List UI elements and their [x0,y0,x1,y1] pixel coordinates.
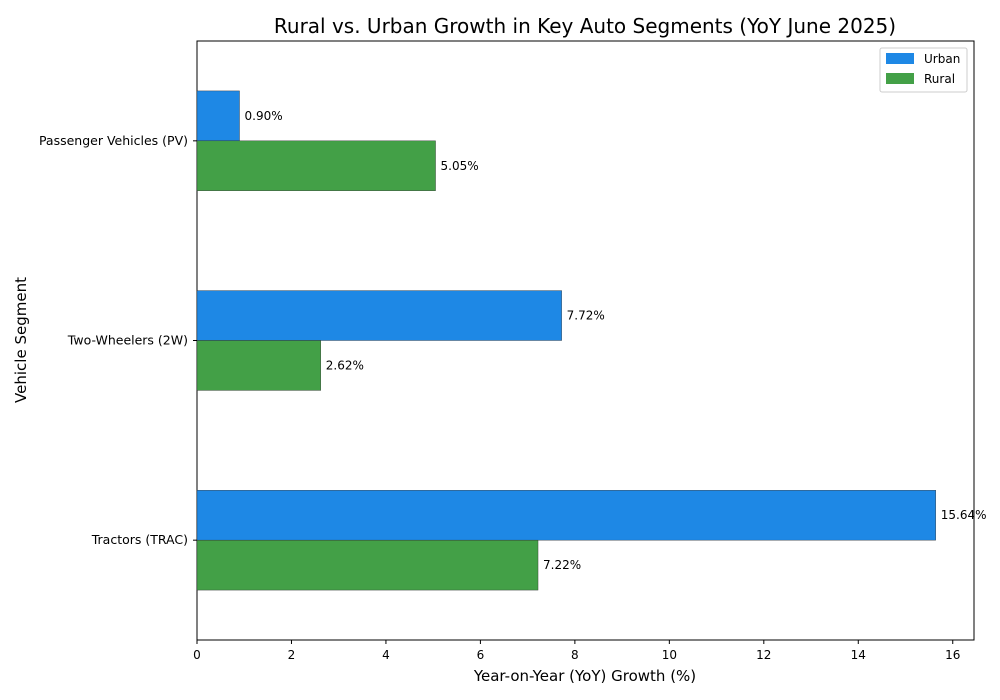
x-axis-ticks: 0 2 4 6 8 10 12 14 16 [193,640,960,662]
chart-title: Rural vs. Urban Growth in Key Auto Segme… [274,14,896,38]
data-label-rural-2: 7.22% [543,558,581,572]
x-axis-label: Year-on-Year (YoY) Growth (%) [473,667,696,685]
x-tick-label: 12 [756,648,771,662]
bar-rural-2 [196,539,539,591]
x-tick-label: 0 [193,648,201,662]
legend-label-rural: Rural [924,72,955,86]
bar-rural-1 [196,340,321,391]
x-tick-label: 4 [382,648,390,662]
legend-swatch-rural [886,73,914,84]
data-label-urban-0: 0.90% [245,109,283,123]
bar-rural-0 [196,140,436,191]
y-tick-label: Two-Wheelers (2W) [67,333,188,348]
x-tick-label: 6 [477,648,485,662]
x-tick-label: 16 [945,648,960,662]
x-tick-label: 14 [851,648,866,662]
x-tick-label: 2 [288,648,296,662]
legend-swatch-urban [886,53,914,64]
bar-urban-0 [196,90,240,142]
data-label-urban-2: 15.64% [941,508,987,522]
y-tick-label: Tractors (TRAC) [91,532,188,547]
y-tick-label: Passenger Vehicles (PV) [39,133,188,148]
legend: Urban Rural [879,47,968,93]
data-label-urban-1: 7.72% [567,309,605,323]
bars: 0.90% 5.05% 7.72% 2.62% 15.64% 7.22% [196,90,987,591]
data-label-rural-1: 2.62% [326,358,364,372]
y-axis-ticks: Passenger Vehicles (PV) Two-Wheelers (2W)… [39,133,197,547]
bar-urban-1 [196,290,562,341]
x-tick-label: 8 [571,648,579,662]
data-label-rural-0: 5.05% [441,159,479,173]
y-axis-label: Vehicle Segment [12,277,30,403]
x-tick-label: 10 [662,648,677,662]
legend-label-urban: Urban [924,52,960,66]
bar-urban-2 [196,490,936,541]
